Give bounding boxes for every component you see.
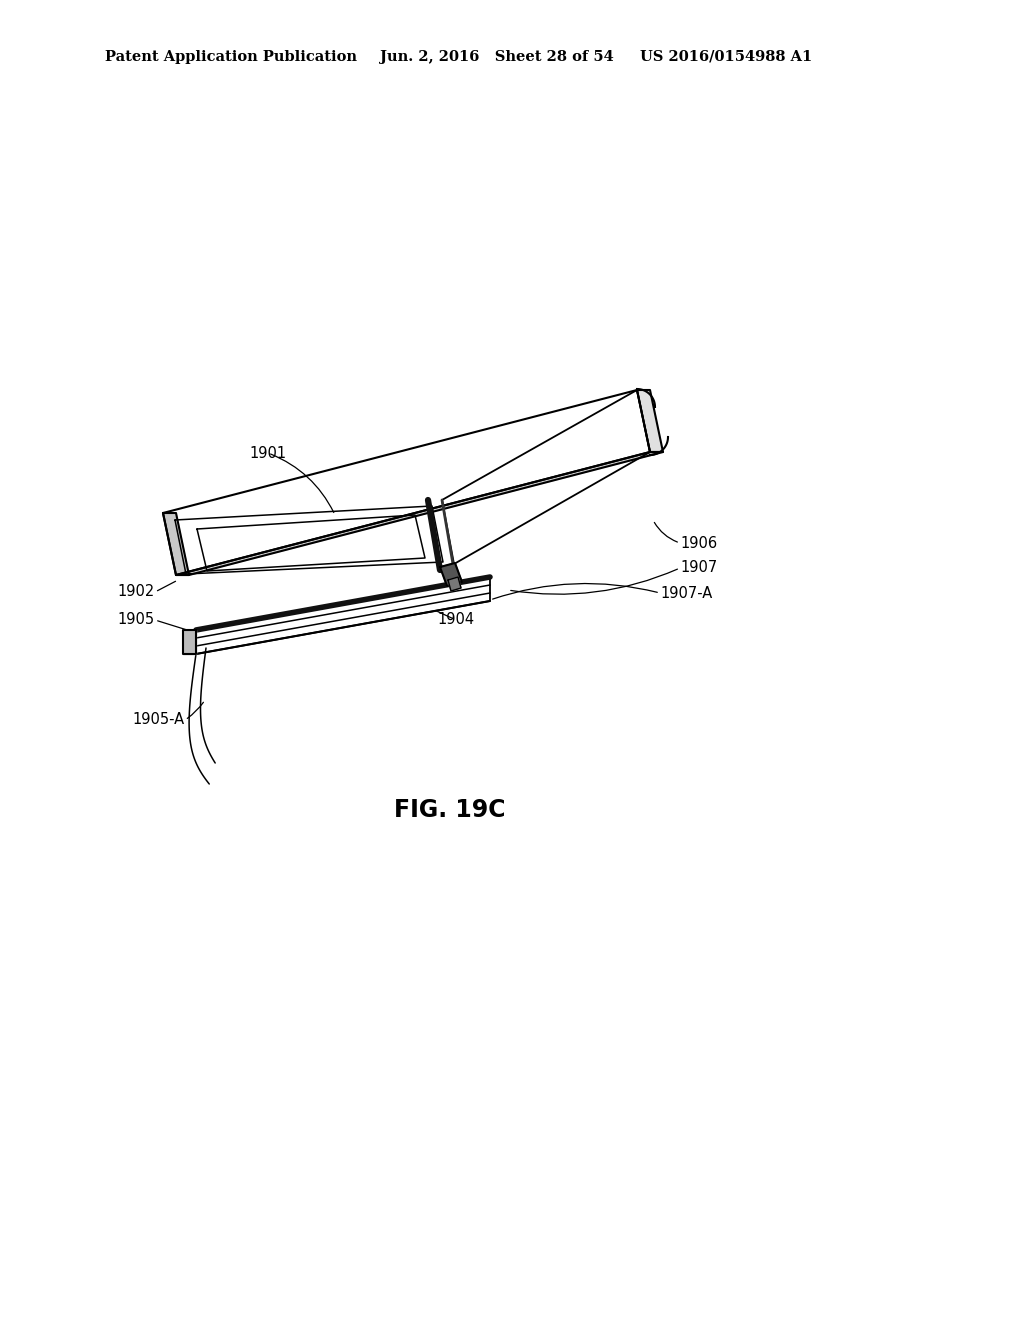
Polygon shape — [163, 513, 189, 576]
Polygon shape — [196, 577, 490, 653]
Polygon shape — [449, 577, 461, 591]
Text: US 2016/0154988 A1: US 2016/0154988 A1 — [640, 50, 812, 63]
Text: 1907-A: 1907-A — [660, 586, 713, 601]
Text: 1906: 1906 — [680, 536, 717, 550]
Text: Patent Application Publication: Patent Application Publication — [105, 50, 357, 63]
Text: FIG. 19C: FIG. 19C — [394, 799, 506, 822]
Polygon shape — [176, 451, 663, 576]
Text: 1901: 1901 — [250, 446, 287, 461]
Polygon shape — [163, 389, 650, 576]
Text: 1907: 1907 — [680, 561, 717, 576]
Polygon shape — [440, 564, 462, 586]
Polygon shape — [637, 389, 663, 451]
Text: 1905-A: 1905-A — [133, 713, 185, 727]
Text: 1902: 1902 — [118, 585, 155, 599]
Text: 1905: 1905 — [118, 612, 155, 627]
Polygon shape — [183, 630, 196, 653]
Text: 1904: 1904 — [437, 612, 474, 627]
Text: Jun. 2, 2016   Sheet 28 of 54: Jun. 2, 2016 Sheet 28 of 54 — [380, 50, 613, 63]
